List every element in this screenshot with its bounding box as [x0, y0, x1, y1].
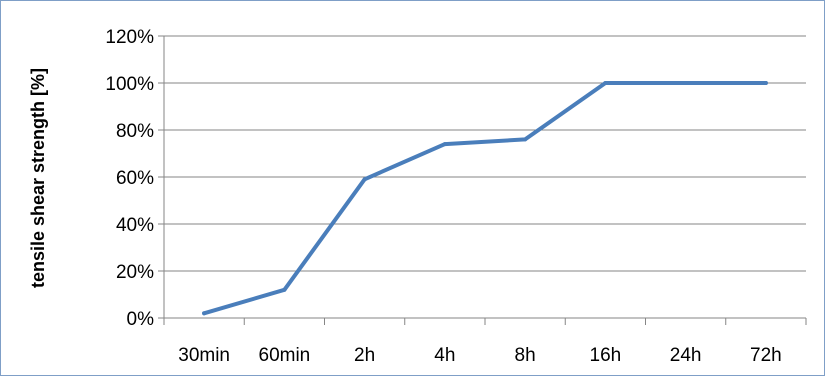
data-point: [362, 177, 367, 182]
y-tick-label: 60%: [116, 168, 154, 189]
x-tick-label: 60min: [259, 345, 311, 366]
data-point: [683, 81, 688, 85]
x-tick-label: 8h: [515, 345, 536, 366]
series-line: [202, 81, 768, 316]
x-tick-label: 24h: [670, 345, 702, 366]
data-point: [763, 81, 768, 85]
y-tick-label: 0%: [127, 309, 155, 330]
data-point: [282, 287, 287, 292]
y-tick-label: 20%: [116, 262, 154, 283]
x-tick-label: 72h: [750, 345, 782, 366]
series-group: [202, 81, 768, 316]
y-axis-tick-labels: 0% 20% 40% 60% 80% 100% 120%: [105, 27, 154, 330]
x-tick-label: 16h: [590, 345, 622, 366]
data-point: [442, 142, 447, 147]
data-point: [523, 137, 528, 142]
x-tick-label: 2h: [354, 345, 375, 366]
x-tick-label: 30min: [178, 345, 230, 366]
y-tick-label: 120%: [105, 27, 154, 48]
x-tick-label: 4h: [434, 345, 455, 366]
data-point: [202, 311, 207, 316]
y-axis-title: tensile shear strength [%]: [28, 68, 48, 288]
data-point: [603, 81, 608, 85]
y-tick-label: 100%: [105, 74, 154, 95]
x-axis: [163, 36, 807, 325]
gridlines: [158, 35, 806, 319]
y-tick-label: 80%: [116, 121, 154, 142]
x-axis-tick-labels: 30min 60min 2h 4h 8h 16h 24h 72h: [178, 345, 781, 366]
y-tick-label: 40%: [116, 215, 154, 236]
